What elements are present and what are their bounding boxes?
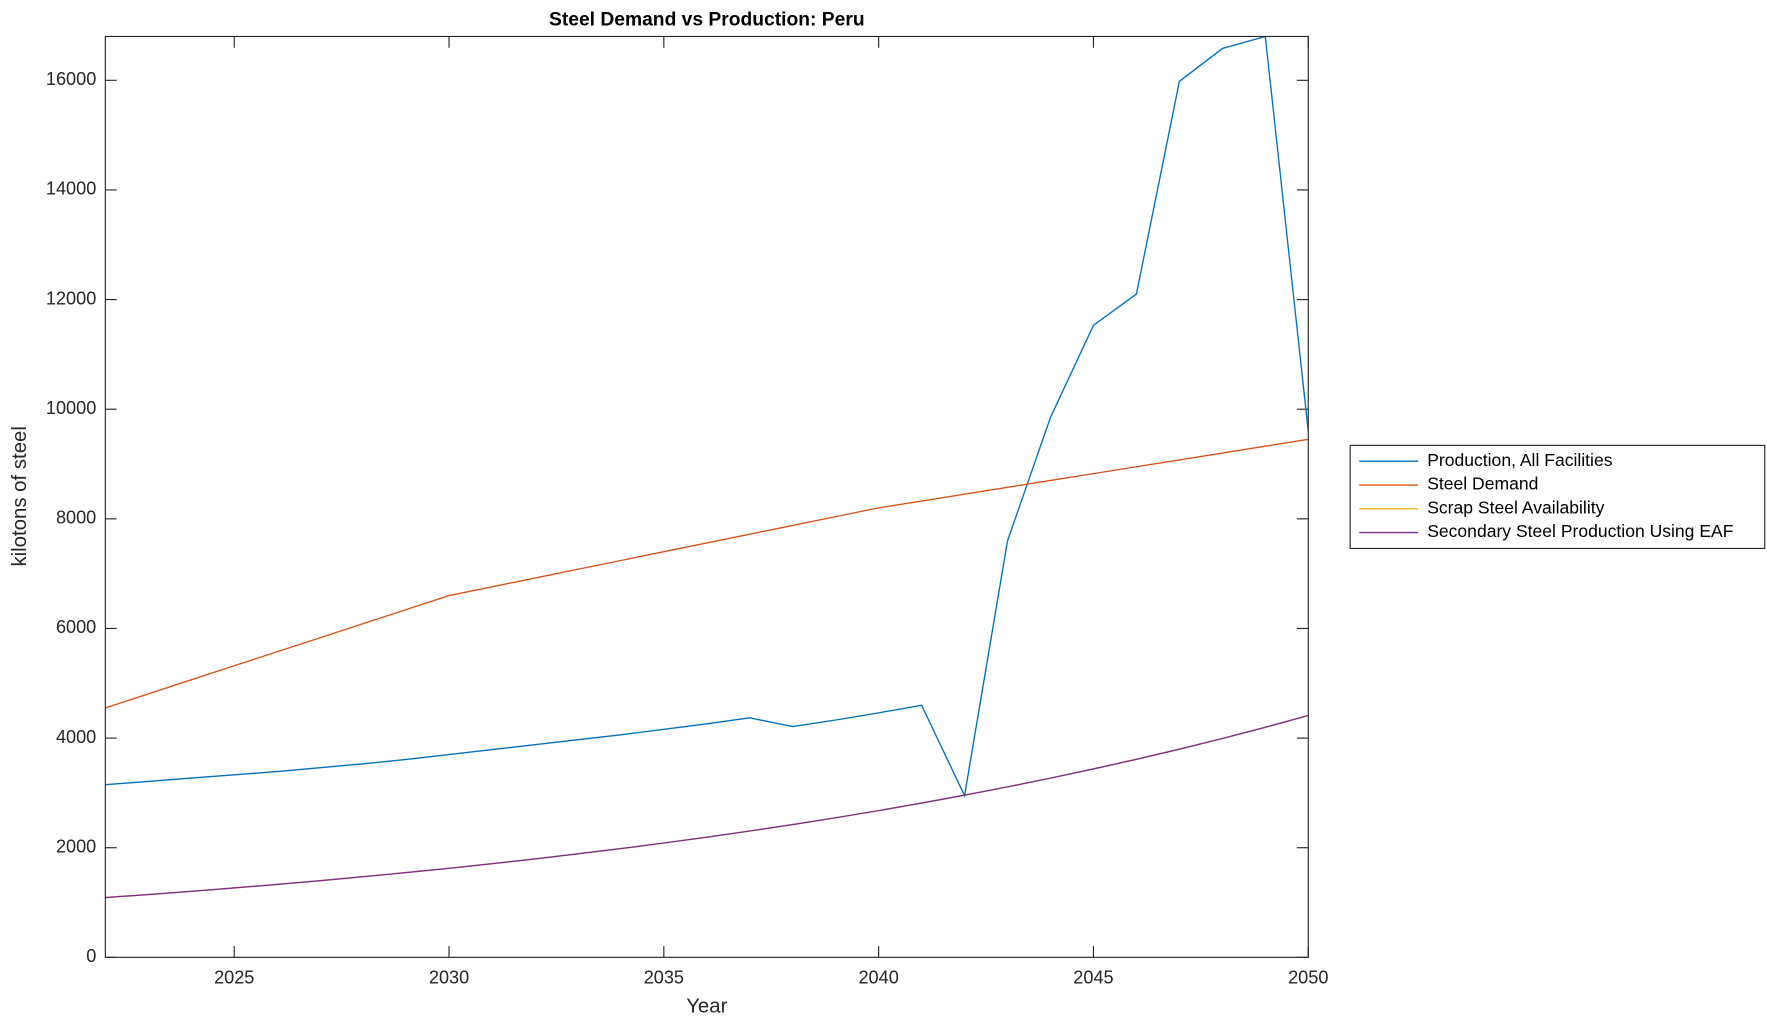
x-tick-label: 2035 bbox=[644, 968, 684, 988]
legend-label: Secondary Steel Production Using EAF bbox=[1427, 521, 1734, 541]
y-tick-label: 4000 bbox=[56, 727, 96, 747]
x-tick-label: 2030 bbox=[429, 968, 469, 988]
legend-box bbox=[1349, 444, 1766, 550]
y-tick-label: 2000 bbox=[56, 836, 96, 856]
legend-label: Steel Demand bbox=[1427, 474, 1538, 494]
series-line bbox=[105, 438, 1309, 709]
y-tick-label: 16000 bbox=[46, 69, 96, 89]
x-tick-label: 2040 bbox=[858, 968, 898, 988]
x-tick-label: 2045 bbox=[1073, 968, 1113, 988]
y-tick-label: 8000 bbox=[56, 508, 96, 528]
x-tick-label: 2025 bbox=[214, 968, 254, 988]
plot-area bbox=[105, 36, 1309, 958]
y-tick-label: 12000 bbox=[46, 288, 96, 308]
y-tick-label: 14000 bbox=[46, 179, 96, 199]
legend-label: Scrap Steel Availability bbox=[1427, 497, 1604, 517]
y-axis-label: kilotons of steel bbox=[9, 426, 31, 566]
chart-title: Steel Demand vs Production: Peru bbox=[549, 10, 865, 31]
axes-box bbox=[104, 35, 1309, 958]
y-tick-label: 10000 bbox=[46, 398, 96, 418]
series-line bbox=[105, 714, 1309, 899]
x-axis-label: Year bbox=[686, 996, 727, 1018]
legend-label: Production, All Facilities bbox=[1427, 450, 1613, 470]
series-line bbox=[105, 35, 1309, 798]
y-tick-label: 6000 bbox=[56, 617, 96, 637]
x-tick-label: 2050 bbox=[1288, 968, 1328, 988]
y-tick-label: 0 bbox=[86, 946, 96, 966]
